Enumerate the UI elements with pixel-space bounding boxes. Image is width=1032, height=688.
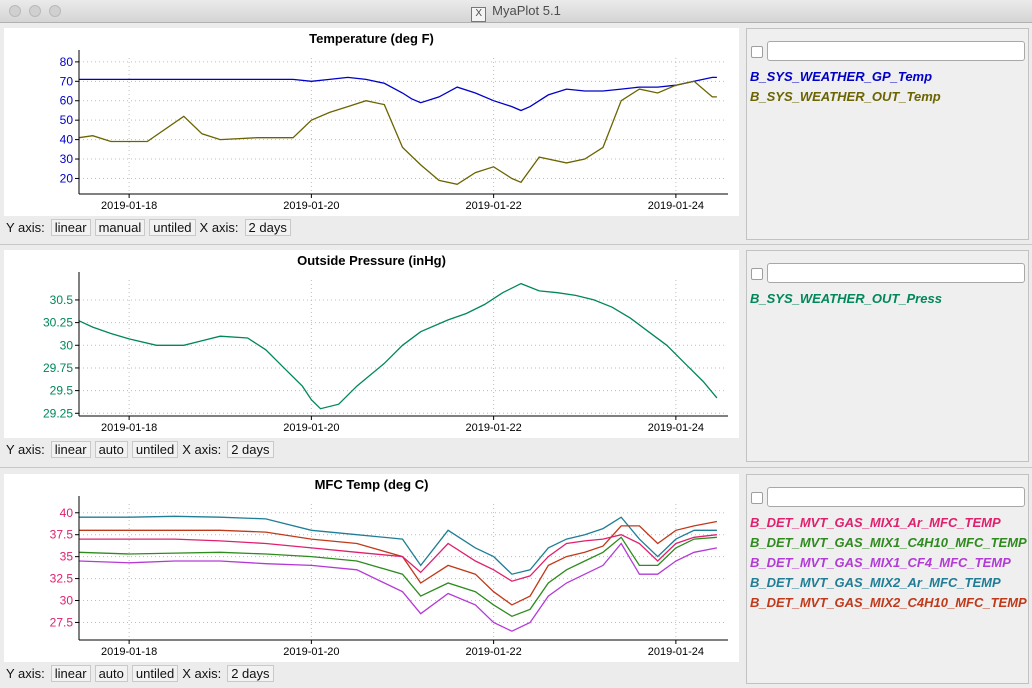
legend-select-all-checkbox[interactable] [751,46,763,58]
y-tick-label: 27.5 [50,615,74,629]
panel-splitter[interactable] [0,467,1032,468]
legend-item[interactable]: B_DET_MVT_GAS_MIX2_C4H10_MFC_TEMP [750,595,1027,610]
series-line [79,520,718,606]
legend-panel: B_DET_MVT_GAS_MIX1_Ar_MFC_TEMP B_DET_MVT… [746,474,1029,684]
y-tick-label: 29.5 [50,384,74,398]
legend-item[interactable]: B_DET_MVT_GAS_MIX1_Ar_MFC_TEMP [750,515,1001,530]
x-range-button[interactable]: 2 days [227,441,274,459]
x-tick-label: 2019-01-24 [648,422,704,434]
legend-item[interactable]: B_SYS_WEATHER_GP_Temp [750,69,933,84]
window-titlebar: X MyaPlot 5.1 [0,0,1032,23]
y-axis-label: Y axis: [6,666,45,682]
x-tick-label: 2019-01-18 [101,422,157,434]
chart-svg[interactable]: 29.25 29.5 29.75 30 30.25 30.5 2019-01-18 2019-… [4,250,739,438]
series-line [79,76,717,112]
legend-select-all-checkbox[interactable] [751,492,763,504]
x-axis-label: X axis: [182,666,222,682]
y-tick-label: 37.5 [50,528,74,542]
series-line [78,536,717,618]
y-range-mode-button[interactable]: manual [94,219,146,237]
y-tick-label: 29.75 [43,361,73,375]
legend-filter-input[interactable] [767,487,1025,507]
y-tick-label: 32.5 [50,572,74,586]
y-tick-label: 35 [60,550,74,564]
x-range-button[interactable]: 2 days [244,219,291,237]
legend-panel: B_SYS_WEATHER_GP_Temp B_SYS_WEATHER_OUT_… [746,28,1029,240]
legend-item[interactable]: B_DET_MVT_GAS_MIX2_Ar_MFC_TEMP [750,575,1001,590]
y-tick-label: 29.25 [43,406,73,420]
x-tick-label: 2019-01-22 [465,200,521,212]
x-tick-label: 2019-01-20 [283,200,339,212]
legend-filter-input[interactable] [767,41,1025,61]
plot-title: MFC Temp (deg C) [314,477,429,492]
y-scale-button[interactable]: linear [50,219,91,237]
x-tick-label: 2019-01-18 [101,200,157,212]
label-mode-button[interactable]: untiled [149,219,196,237]
y-tick-label: 30 [60,594,74,608]
maximize-window-button[interactable] [49,5,61,17]
series-line [79,534,717,582]
legend-item[interactable]: B_DET_MVT_GAS_MIX1_C4H10_MFC_TEMP [750,535,1027,550]
minimize-window-button[interactable] [29,5,41,17]
x-axis-label: X axis: [182,442,222,458]
y-range-mode-button[interactable]: auto [94,665,128,683]
plot-panel-mfc-temp: MFC Temp (deg C) 27.5 30 32.5 35 37.5 40 2019-… [0,470,1032,686]
x-tick-label: 2019-01-24 [648,646,704,658]
y-tick-label: 30.25 [43,316,73,330]
chart-svg[interactable]: 27.5 30 32.5 35 37.5 40 2019-01-18 2019-01-20 20… [4,474,739,662]
y-tick-label: 50 [60,113,74,127]
series-line [78,80,717,185]
x-tick-label: 2019-01-20 [283,422,339,434]
y-range-mode-button[interactable]: auto [94,441,128,459]
legend-item[interactable]: B_DET_MVT_GAS_MIX1_CF4_MFC_TEMP [750,555,1011,570]
y-axis-label: Y axis: [6,220,45,236]
close-window-button[interactable] [9,5,21,17]
plot-title: Outside Pressure (inHg) [297,253,446,268]
y-scale-button[interactable]: linear [50,665,91,683]
x-tick-label: 2019-01-20 [283,646,339,658]
legend-panel: B_SYS_WEATHER_OUT_Press [746,250,1029,462]
legend-select-all-checkbox[interactable] [751,268,763,280]
y-tick-label: 80 [60,55,74,69]
plot-panel-temperature: Temperature (deg F) 20 30 40 50 60 70 80 2019-0… [0,24,1032,240]
legend-filter-input[interactable] [767,263,1025,283]
x-axis-label: X axis: [199,220,239,236]
plot-area[interactable]: Temperature (deg F) 20 30 40 50 60 70 80 2019-0… [4,28,739,216]
label-mode-button[interactable]: untiled [131,665,179,683]
y-axis-label: Y axis: [6,442,45,458]
y-tick-label: 60 [60,94,74,108]
window-title: MyaPlot 5.1 [492,3,561,18]
plot-area[interactable]: Outside Pressure (inHg) 29.25 29.5 29.75 30… [4,250,739,438]
y-tick-label: 30 [60,152,74,166]
panel-splitter[interactable] [0,244,1032,245]
x-range-button[interactable]: 2 days [227,665,274,683]
legend-item[interactable]: B_SYS_WEATHER_OUT_Press [750,291,942,306]
x-tick-label: 2019-01-24 [648,200,704,212]
series-line [79,515,717,575]
x-tick-label: 2019-01-18 [101,646,157,658]
axis-controls: Y axis: linear manual untiled X axis: 2 days [6,219,295,237]
series-line [78,282,718,410]
y-tick-label: 70 [60,74,74,88]
y-scale-button[interactable]: linear [50,441,91,459]
plot-area[interactable]: MFC Temp (deg C) 27.5 30 32.5 35 37.5 40 2019-… [4,474,739,662]
series-line [78,542,718,632]
plot-panel-pressure: Outside Pressure (inHg) 29.25 29.5 29.75 30… [0,246,1032,462]
plot-title: Temperature (deg F) [309,31,434,46]
chart-svg[interactable]: 20 30 40 50 60 70 80 2019-01-18 2019-01-20 2019-0… [4,28,739,216]
y-tick-label: 40 [60,506,74,520]
x-tick-label: 2019-01-22 [465,422,521,434]
y-tick-label: 30 [60,338,74,352]
y-tick-label: 40 [60,133,74,147]
x11-app-icon: X [471,7,487,22]
y-tick-label: 30.5 [50,293,74,307]
x-tick-label: 2019-01-22 [465,646,521,658]
label-mode-button[interactable]: untiled [131,441,179,459]
axis-controls: Y axis: linear auto untiled X axis: 2 days [6,665,278,683]
legend-item[interactable]: B_SYS_WEATHER_OUT_Temp [750,89,941,104]
axis-controls: Y axis: linear auto untiled X axis: 2 days [6,441,278,459]
y-tick-label: 20 [60,171,74,185]
